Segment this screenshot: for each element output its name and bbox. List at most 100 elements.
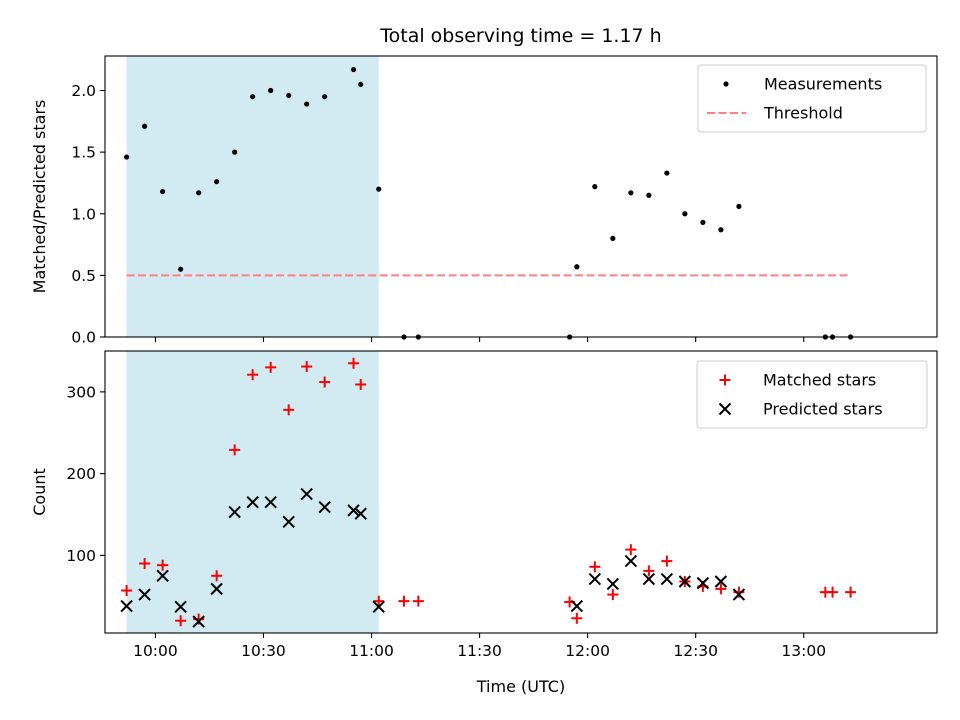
data-point xyxy=(347,504,360,517)
y-tick-label: 1.5 xyxy=(71,144,96,162)
legend-label: Measurements xyxy=(764,75,882,94)
y-tick-label: 0.0 xyxy=(71,329,96,347)
data-point xyxy=(229,444,241,456)
axes-frame xyxy=(104,350,938,634)
data-point xyxy=(354,507,367,520)
legend-label: Matched stars xyxy=(763,371,876,390)
data-point xyxy=(124,154,130,160)
x-tick-label: 10:00 xyxy=(133,642,178,660)
data-point xyxy=(211,570,223,582)
data-point xyxy=(318,500,331,514)
x-tick-label: 12:00 xyxy=(565,642,610,660)
series-predicted-stars xyxy=(120,487,746,628)
data-point xyxy=(589,561,601,573)
data-point xyxy=(376,186,382,192)
data-point xyxy=(643,565,655,577)
data-point xyxy=(718,227,724,233)
data-point xyxy=(350,66,357,73)
y-tick-label: 0.5 xyxy=(71,267,96,285)
data-point xyxy=(300,487,313,501)
data-point xyxy=(301,361,313,373)
y-tick-label: 1.0 xyxy=(71,205,96,223)
legend-box xyxy=(697,64,927,133)
data-point xyxy=(174,600,187,614)
data-point xyxy=(682,211,688,217)
data-point xyxy=(120,599,133,613)
data-point xyxy=(138,588,151,601)
data-point xyxy=(246,496,259,509)
data-point xyxy=(624,554,638,568)
data-point xyxy=(700,219,706,225)
data-point xyxy=(732,588,746,601)
data-point xyxy=(210,582,223,596)
data-point xyxy=(232,149,238,155)
data-point xyxy=(696,576,710,590)
data-point xyxy=(265,361,277,373)
data-point xyxy=(372,600,385,614)
y-tick-label: 100 xyxy=(66,547,96,565)
x-tick-label: 11:30 xyxy=(457,642,502,660)
data-point xyxy=(214,179,220,185)
data-point xyxy=(592,184,598,190)
data-point xyxy=(827,586,839,598)
ratio-panel: 0.0 0.5 1.0 1.5 2.0 Matched/Predicted stars Me… xyxy=(30,55,938,347)
data-point xyxy=(286,92,292,99)
data-point xyxy=(412,595,424,607)
highlight-span xyxy=(126,56,379,337)
legend-marker xyxy=(723,81,729,87)
data-point xyxy=(192,615,205,628)
data-point xyxy=(196,190,202,196)
x-tick-label: 10:30 xyxy=(241,642,286,660)
data-point xyxy=(628,190,634,196)
legend-marker xyxy=(719,374,731,386)
data-point xyxy=(625,544,637,556)
y-axis-label: Matched/Predicted stars xyxy=(30,100,49,294)
data-point xyxy=(736,203,742,209)
data-point xyxy=(642,572,656,586)
data-point xyxy=(348,357,360,369)
data-point xyxy=(247,369,259,381)
data-point xyxy=(175,615,187,627)
data-point xyxy=(250,94,256,100)
data-point xyxy=(283,404,295,416)
legend-marker xyxy=(718,402,732,416)
data-point xyxy=(570,599,584,613)
legend-label: Predicted stars xyxy=(763,400,883,419)
data-point xyxy=(646,192,652,198)
chart-title: Total observing time = 1.17 h xyxy=(379,25,661,47)
series-measurements xyxy=(124,66,854,340)
data-point xyxy=(228,505,241,519)
data-point xyxy=(588,572,602,586)
data-point xyxy=(304,101,310,107)
x-tick-label: 12:30 xyxy=(673,642,718,660)
data-point xyxy=(319,376,331,388)
data-point xyxy=(358,81,364,87)
data-point xyxy=(322,94,328,100)
data-point xyxy=(160,188,166,195)
data-point xyxy=(268,87,274,94)
count-panel: 100 200 300 10:00 10:30 11:00 11:30 12:00 12:30 1… xyxy=(30,350,938,660)
data-point xyxy=(373,595,385,607)
data-point xyxy=(574,264,580,270)
legend: Matched stars Predicted stars xyxy=(696,360,928,429)
data-point xyxy=(607,589,619,601)
highlight-span xyxy=(126,351,379,633)
data-point xyxy=(121,584,133,596)
x-tick-label: 11:00 xyxy=(349,642,394,660)
axes-frame xyxy=(104,55,938,338)
data-point xyxy=(139,558,151,570)
data-point xyxy=(610,235,616,242)
data-point xyxy=(398,595,410,607)
data-point xyxy=(282,515,295,529)
data-point xyxy=(178,266,184,272)
data-point xyxy=(678,575,692,588)
y-tick-label: 2.0 xyxy=(71,82,96,100)
legend-label: Threshold xyxy=(763,104,843,123)
data-point xyxy=(264,496,277,509)
data-point xyxy=(660,572,674,586)
data-point xyxy=(664,170,670,176)
data-point xyxy=(157,559,169,571)
data-point xyxy=(661,555,673,567)
data-point xyxy=(715,583,727,595)
